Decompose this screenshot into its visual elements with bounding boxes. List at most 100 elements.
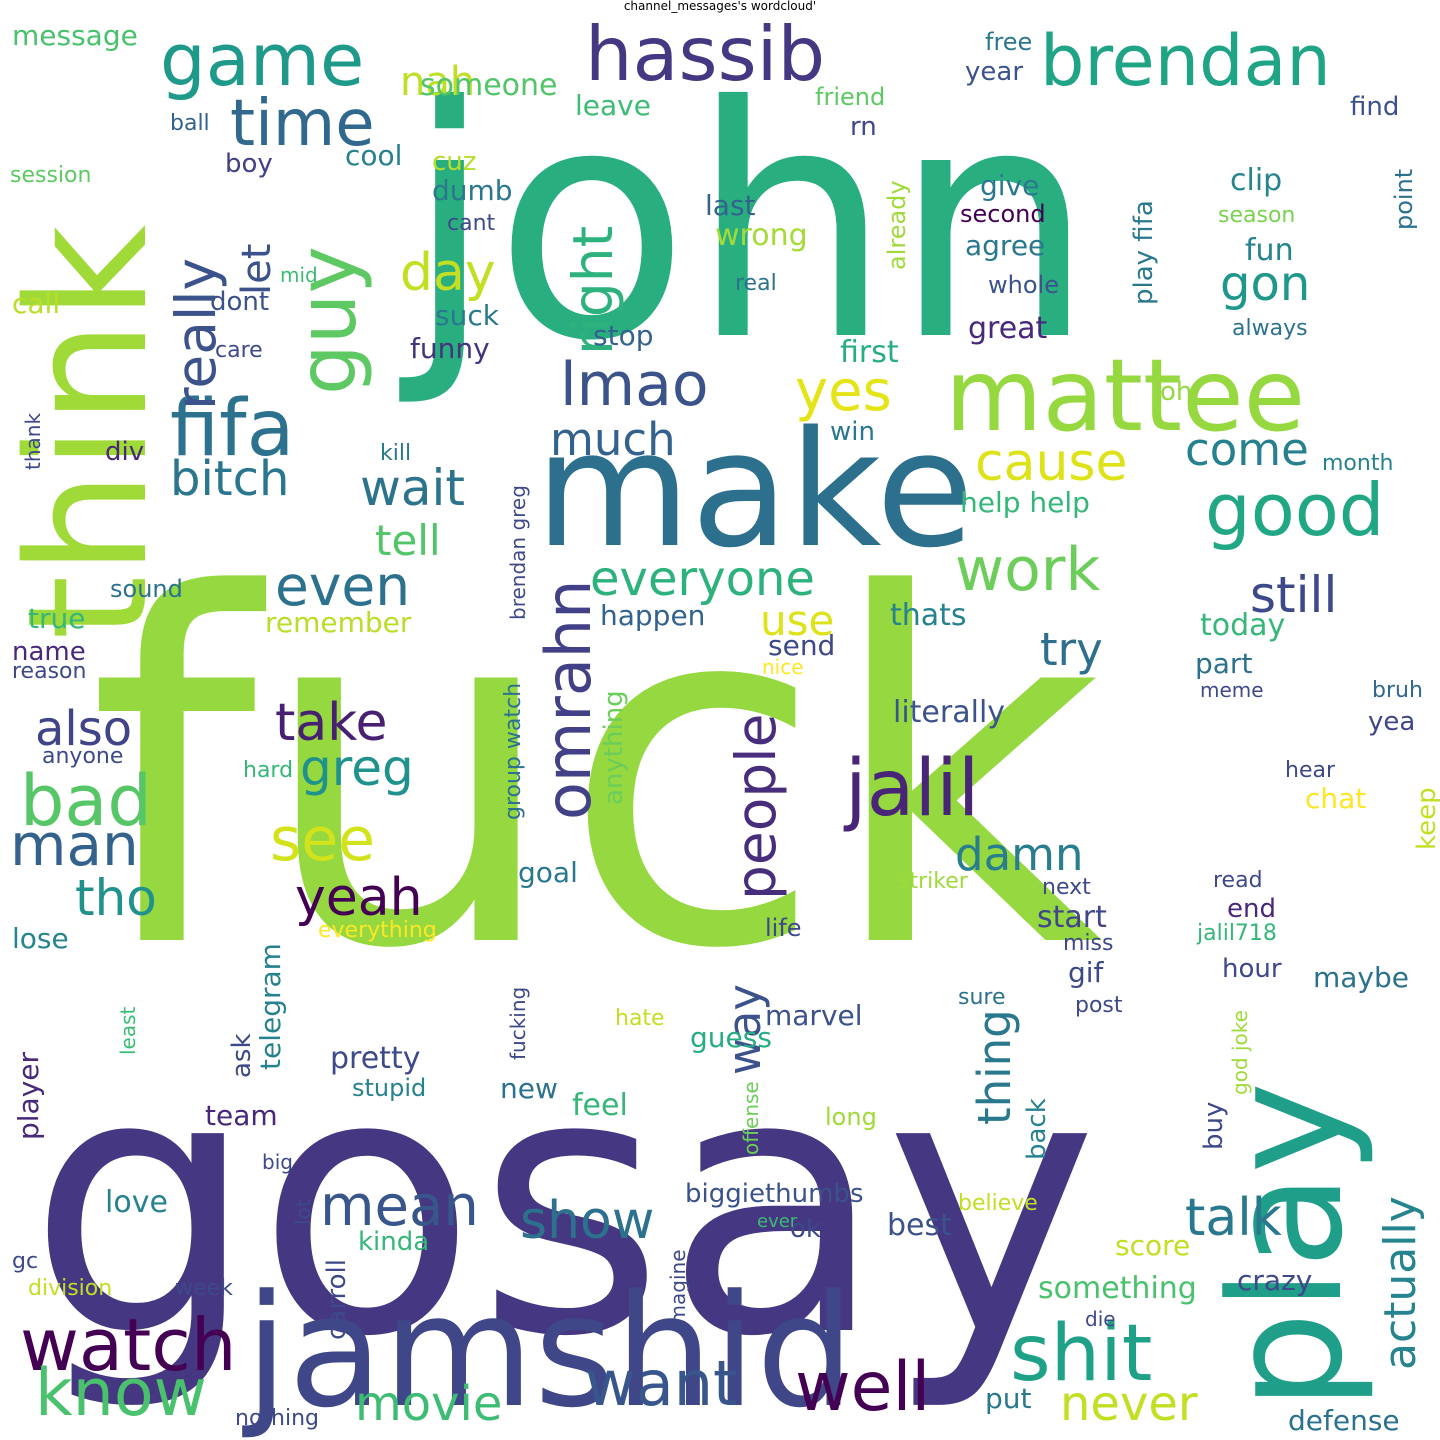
word-try: try (1040, 623, 1103, 676)
word-leave: leave (575, 89, 651, 122)
word-reason: reason (12, 659, 86, 684)
word-buy: buy (1199, 1102, 1229, 1150)
word-brendan-greg: brendan greg (506, 485, 530, 620)
word-message: message (12, 19, 138, 52)
word-offense: offense (739, 1081, 763, 1155)
word-actually: actually (1375, 1196, 1426, 1370)
word-show: show (520, 1191, 654, 1251)
word-bitch: bitch (170, 451, 289, 507)
word-season: season (1218, 203, 1295, 228)
word-stop: stop (593, 319, 653, 352)
word-hard: hard (243, 758, 293, 783)
word-play: play (1196, 1082, 1377, 1410)
word-hear: hear (1285, 758, 1336, 783)
word-give: give (980, 169, 1039, 202)
word-point: point (1390, 169, 1418, 230)
word-lot: lot (291, 1199, 315, 1225)
word-ever: ever (757, 1211, 798, 1232)
word-today: today (1200, 608, 1285, 643)
word-play-fifa: play fifa (1129, 200, 1159, 305)
word-cause: cause (975, 433, 1128, 493)
word-great: great (968, 311, 1048, 346)
word-week: week (175, 1276, 233, 1301)
word-omrahn: omrahn (532, 580, 605, 820)
word-never: never (1060, 1376, 1198, 1432)
word-imagine: imagine (666, 1249, 690, 1330)
word-team: team (205, 1099, 278, 1132)
word-thank: thank (21, 413, 45, 470)
word-make: make (535, 396, 974, 583)
word-name: name (12, 637, 86, 667)
word-cool: cool (345, 139, 402, 172)
word-damn: damn (955, 828, 1084, 881)
word-think: think (0, 224, 184, 640)
word-call: call (12, 287, 60, 320)
word-life: life (765, 914, 802, 942)
word-find: find (1350, 92, 1399, 122)
word-read: read (1213, 868, 1263, 893)
word-watch: watch (20, 1303, 236, 1387)
word-happen: happen (600, 599, 705, 632)
word-real: real (735, 271, 777, 296)
word-nah: nah (400, 59, 475, 105)
word-bruh: bruh (1372, 678, 1423, 703)
word-goal: goal (518, 856, 578, 889)
word-day: day (400, 243, 496, 303)
word-tell: tell (375, 516, 441, 565)
word-free: free (985, 28, 1032, 56)
word-right: right (561, 226, 625, 355)
word-yea: yea (1368, 707, 1415, 737)
word-fifa: fifa (170, 384, 294, 474)
word-die: die (1085, 1307, 1116, 1331)
word-cuz: cuz (432, 147, 476, 177)
word-dumb: dumb (432, 174, 513, 207)
word-come: come (1185, 423, 1309, 476)
word-really: really (164, 258, 228, 410)
word-group-watch: group watch (501, 683, 526, 820)
word-end: end (1227, 894, 1276, 924)
word-meme: meme (1200, 678, 1264, 702)
word-guess: guess (690, 1021, 772, 1054)
word-cant: cant (447, 211, 496, 236)
word-mean: mean (320, 1174, 479, 1239)
word-put: put (985, 1382, 1032, 1415)
word-time: time (230, 87, 375, 161)
word-use: use (760, 596, 834, 645)
word-literally: literally (893, 695, 1005, 730)
word-oh: oh (1160, 377, 1192, 407)
word-div: div (105, 437, 144, 467)
word-john: john (395, 39, 1095, 411)
word-mid: mid (280, 263, 318, 287)
word-want: want (585, 1347, 737, 1420)
word-hour: hour (1222, 954, 1282, 984)
word-work: work (955, 535, 1100, 605)
word-month: month (1322, 451, 1393, 476)
word-game: game (160, 18, 364, 102)
word-everyone: everyone (590, 551, 815, 607)
word-win: win (830, 417, 875, 447)
word-even: even (275, 554, 410, 618)
word-tho: tho (75, 869, 157, 927)
word-last: last (705, 189, 756, 222)
word-see: see (270, 805, 375, 875)
word-sound: sound (110, 575, 183, 603)
word-yeah: yeah (295, 868, 423, 928)
word-clip: clip (1230, 163, 1282, 198)
word-miss: miss (1063, 931, 1113, 956)
word-nothing: nothing (235, 1406, 319, 1431)
word-mattee: mattee (945, 337, 1305, 454)
word-hassib: hassib (585, 10, 825, 98)
word-jamshid: jamshid (242, 1261, 854, 1440)
word-suck: suck (435, 299, 500, 332)
word-ask: ask (227, 1033, 257, 1078)
word-talk: talk (1185, 1188, 1282, 1248)
word-still: still (1250, 566, 1337, 624)
chart-title: channel_messages's wordcloud' (623, 0, 817, 13)
word-boy: boy (225, 149, 273, 179)
word-way: way (718, 984, 771, 1075)
word-keep: keep (1412, 787, 1440, 850)
word-lose: lose (12, 922, 69, 955)
word-gosay: gosay (28, 996, 1098, 1415)
word-help-help: help help (960, 486, 1090, 519)
